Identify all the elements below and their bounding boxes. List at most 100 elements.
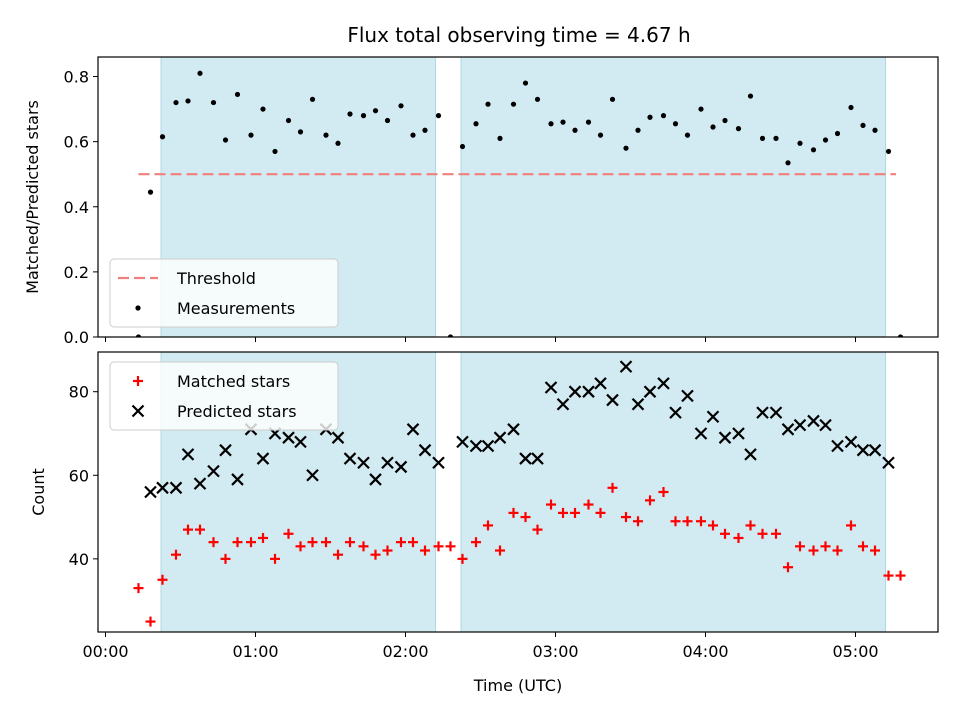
measurements-point (497, 135, 503, 141)
matched-stars-point (733, 532, 744, 543)
matched-stars-point (420, 545, 430, 556)
measurements-point (597, 132, 604, 138)
predicted-stars-point-b (507, 423, 520, 436)
ratio-panel: 0.0 0.2 0.4 0.6 0.8 Matched/Predicted stars Th… (23, 56, 939, 347)
predicted-stars-point-b (606, 393, 619, 407)
y-tick-label: 60 (69, 466, 89, 485)
matched-stars-point (645, 495, 655, 506)
predicted-stars-point-b (156, 481, 169, 495)
predicted-stars-point (231, 473, 244, 486)
y-axis-label: Matched/Predicted stars (23, 100, 42, 294)
y-tick-label: 0.4 (64, 198, 89, 217)
measurements-point (534, 96, 541, 102)
matched-stars-point (333, 549, 343, 560)
measurements-point (234, 91, 241, 98)
predicted-stars-point-b (282, 431, 295, 444)
predicted-stars-point (357, 456, 370, 470)
measurements-point (797, 140, 803, 146)
predicted-stars-point (343, 452, 357, 465)
predicted-stars-point-b (582, 385, 595, 398)
matched-stars-point (558, 507, 568, 518)
matched-stars-point (457, 553, 468, 564)
predicted-stars-point-b (519, 452, 532, 465)
measurements-point (773, 135, 779, 141)
predicted-stars-point (868, 443, 882, 457)
predicted-stars-point-b (807, 414, 820, 428)
predicted-stars-point (469, 439, 483, 453)
predicted-stars-point-b (481, 439, 495, 453)
predicted-stars-point-b (331, 431, 345, 444)
measurements-point (323, 132, 329, 138)
predicted-stars-point (294, 435, 307, 449)
predicted-stars-point (432, 456, 445, 470)
x-tick-label: 05:00 (832, 642, 878, 661)
measurements-point (197, 70, 203, 76)
predicted-stars-point-b (619, 360, 633, 373)
predicted-stars-point (556, 397, 570, 411)
predicted-stars-point (807, 414, 820, 428)
predicted-stars-point-b (394, 460, 408, 474)
predicted-stars-point (193, 477, 207, 490)
matched-stars-point (295, 541, 306, 552)
predicted-stars-point-b (882, 456, 895, 470)
measurements-point (347, 111, 353, 117)
measurements-point (372, 108, 379, 114)
predicted-stars-point-b (169, 481, 183, 495)
predicted-stars-point (219, 443, 232, 457)
counts-plot-area (133, 352, 906, 632)
matched-stars-point (307, 537, 318, 548)
measurements-point (510, 101, 517, 107)
predicted-stars-point-b (369, 473, 382, 486)
predicted-stars-point (507, 423, 520, 436)
measurements-point (435, 113, 442, 119)
predicted-stars-point (594, 377, 607, 390)
predicted-stars-point (619, 360, 633, 373)
predicted-stars-point-b (193, 477, 207, 490)
predicted-stars-point-b (231, 473, 244, 486)
predicted-stars-point (544, 381, 558, 394)
matched-stars-point (820, 541, 831, 552)
legend-measurements-label: Measurements (177, 299, 295, 318)
measurements-point (173, 99, 179, 106)
matched-stars-point (270, 553, 280, 564)
measurements-point (398, 103, 404, 109)
matched-stars-point (396, 537, 406, 548)
predicted-stars-point-b (706, 410, 720, 424)
measurements-point (159, 134, 166, 140)
legend-predicted-stars-label: Predicted stars (177, 402, 297, 421)
matched-stars-point (246, 537, 256, 548)
predicted-stars-point-b (556, 397, 570, 411)
predicted-stars-point (282, 431, 295, 444)
x-tick-label: 00:00 (82, 642, 128, 661)
matched-stars-point (321, 537, 331, 548)
measurements-point (135, 334, 142, 337)
measurements-point (360, 113, 367, 119)
predicted-stars-point-b (432, 456, 445, 470)
measurements-point (822, 137, 829, 143)
matched-stars-point (232, 537, 243, 548)
x-tick-label: 01:00 (232, 642, 278, 661)
matched-stars-point (520, 512, 531, 523)
predicted-stars-point (831, 439, 844, 453)
predicted-stars-point (156, 481, 169, 495)
predicted-stars-point (694, 427, 708, 440)
predicted-stars-point (144, 485, 157, 499)
predicted-stars-point-b (531, 452, 544, 465)
predicted-stars-point (493, 431, 507, 444)
predicted-stars-point (756, 406, 769, 419)
predicted-stars-point-b (856, 443, 870, 457)
measurements-point (860, 122, 866, 128)
legend-frame (109, 258, 339, 328)
predicted-stars-point (657, 377, 670, 390)
measurements-point (422, 127, 428, 133)
measurements-point (522, 80, 529, 86)
measurements-point (747, 93, 754, 99)
predicted-stars-point-b (343, 452, 357, 465)
x-tick-label: 02:00 (382, 642, 428, 661)
matched-stars-point (595, 507, 606, 518)
legend-threshold-label: Threshold (176, 269, 256, 288)
predicted-stars-point (418, 443, 432, 457)
measurements-point (623, 145, 629, 151)
predicted-stars-point-b (819, 418, 832, 432)
measurements-point (147, 189, 154, 195)
